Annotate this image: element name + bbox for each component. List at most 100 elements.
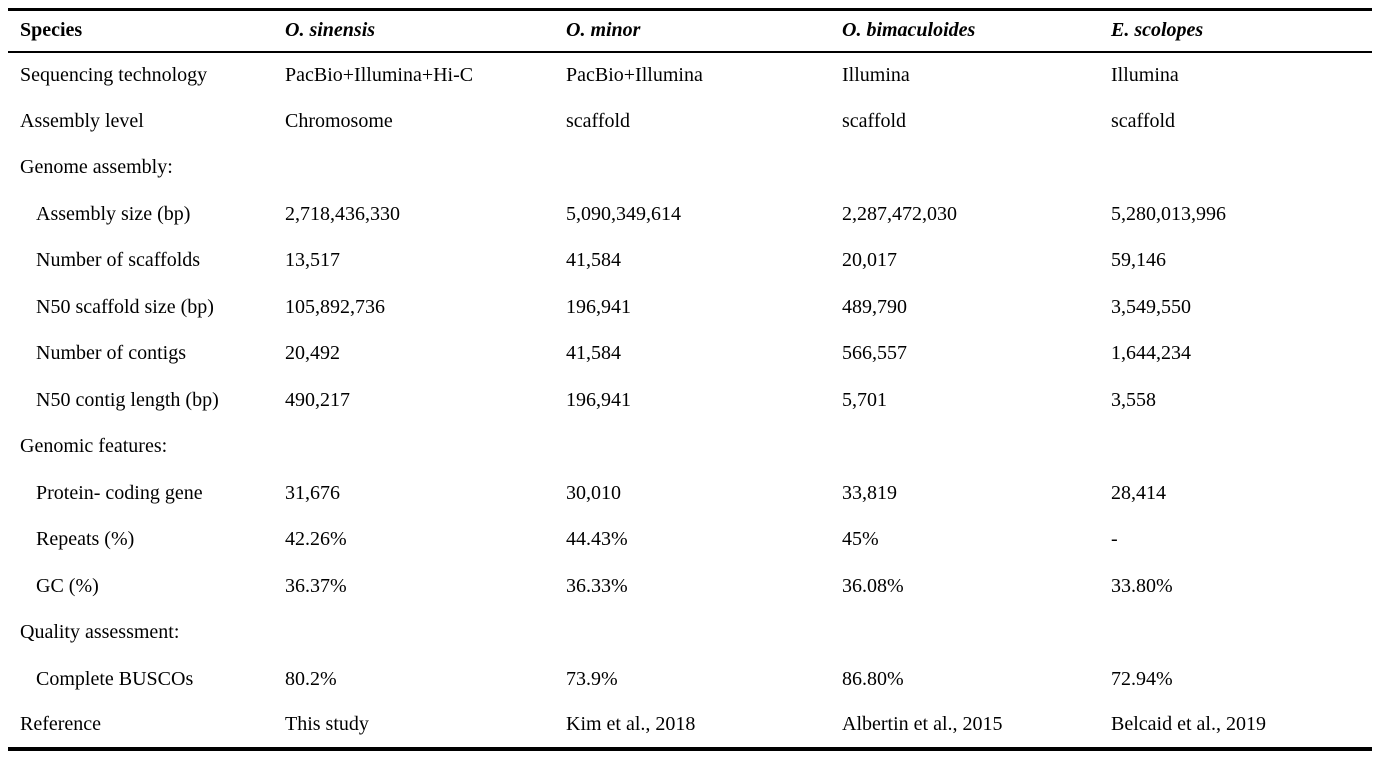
cell-value — [554, 424, 830, 471]
cell-value: 36.08% — [842, 574, 904, 597]
cell-value — [554, 145, 830, 192]
cell-value: 42.26% — [285, 528, 347, 551]
cell-value: This study — [285, 713, 369, 736]
table-row: Complete BUSCOs 80.2% 73.9% 86.80% 72.94% — [8, 656, 1372, 703]
cell-value: 45% — [842, 528, 879, 551]
cell-value — [273, 145, 554, 192]
row-label: N50 contig length (bp) — [36, 388, 219, 411]
cell-value: 13,517 — [285, 249, 340, 272]
table-row: N50 contig length (bp) 490,217 196,941 5,70… — [8, 377, 1372, 424]
cell-value: 36.37% — [285, 574, 347, 597]
section-label: Quality assessment: — [20, 621, 180, 644]
header-species: Species — [8, 9, 273, 53]
cell-value — [1099, 424, 1372, 471]
cell-value: 3,558 — [1111, 388, 1156, 411]
cell-value: PacBio+Illumina+Hi-C — [285, 63, 474, 86]
table-header-row: Species O. sinensis O. minor O. bimaculo… — [8, 9, 1372, 53]
table-row: Sequencing technology PacBio+Illumina+Hi-… — [8, 52, 1372, 99]
cell-value: 44.43% — [566, 528, 628, 551]
cell-value: 30,010 — [566, 481, 621, 504]
cell-value: 33.80% — [1111, 574, 1173, 597]
cell-value: scaffold — [566, 109, 631, 132]
table-row: Protein- coding gene 31,676 30,010 33,819 28… — [8, 470, 1372, 517]
cell-value — [273, 424, 554, 471]
table-row: Reference This study Kim et al., 2018 Alber… — [8, 703, 1372, 750]
cell-value: scaffold — [842, 109, 907, 132]
cell-value: 33,819 — [842, 481, 897, 504]
cell-value: 36.33% — [566, 574, 628, 597]
cell-value: - — [1111, 528, 1118, 551]
row-label: Sequencing technology — [20, 63, 208, 86]
row-label: Assembly level — [20, 109, 144, 132]
row-label: Assembly size (bp) — [36, 202, 191, 225]
cell-value: 5,701 — [842, 388, 887, 411]
cell-value: 196,941 — [566, 388, 631, 411]
cell-value: 566,557 — [842, 342, 907, 365]
cell-value: 86.80% — [842, 667, 904, 690]
cell-value — [830, 145, 1099, 192]
cell-value: scaffold — [1111, 109, 1176, 132]
row-label: Number of contigs — [36, 342, 186, 365]
cell-value: 31,676 — [285, 481, 340, 504]
cell-value: 490,217 — [285, 388, 350, 411]
cell-value: Kim et al., 2018 — [566, 713, 696, 736]
cell-value: Belcaid et al., 2019 — [1111, 713, 1266, 736]
cell-value: Illumina — [842, 63, 910, 86]
cell-value: 41,584 — [566, 249, 621, 272]
cell-value: 105,892,736 — [285, 295, 385, 318]
table-row: Number of contigs 20,492 41,584 566,557 1,64… — [8, 331, 1372, 378]
row-label: N50 scaffold size (bp) — [36, 295, 214, 318]
cell-value: 80.2% — [285, 667, 337, 690]
row-label: Number of scaffolds — [36, 249, 201, 272]
table-row: N50 scaffold size (bp) 105,892,736 196,941… — [8, 284, 1372, 331]
cell-value: 3,549,550 — [1111, 295, 1191, 318]
cell-value: 2,287,472,030 — [842, 202, 957, 225]
table-row: Repeats (%) 42.26% 44.43% 45% - — [8, 517, 1372, 564]
table-row: Assembly level Chromosome scaffold scaffold… — [8, 98, 1372, 145]
cell-value: 73.9% — [566, 667, 618, 690]
header-o-bimaculoides: O. bimaculoides — [830, 9, 1099, 53]
section-label: Genome assembly: — [20, 156, 173, 179]
header-o-sinensis: O. sinensis — [273, 9, 554, 53]
table-row: Assembly size (bp) 2,718,436,330 5,090,349… — [8, 191, 1372, 238]
section-row: Genomic features: — [8, 424, 1372, 471]
cell-value: 196,941 — [566, 295, 631, 318]
genome-assembly-comparison-table: Species O. sinensis O. minor O. bimaculo… — [8, 8, 1372, 751]
cell-value: 1,644,234 — [1111, 342, 1191, 365]
cell-value — [1099, 610, 1372, 657]
table-body: Sequencing technology PacBio+Illumina+Hi-… — [8, 52, 1372, 750]
header-e-scolopes: E. scolopes — [1099, 9, 1372, 53]
cell-value: 20,017 — [842, 249, 897, 272]
row-label: Reference — [20, 713, 102, 736]
cell-value: Illumina — [1111, 63, 1179, 86]
cell-value: 28,414 — [1111, 481, 1166, 504]
section-row: Quality assessment: — [8, 610, 1372, 657]
cell-value: PacBio+Illumina — [566, 63, 703, 86]
cell-value: 20,492 — [285, 342, 340, 365]
cell-value — [830, 424, 1099, 471]
cell-value — [273, 610, 554, 657]
cell-value: 489,790 — [842, 295, 907, 318]
table-row: Number of scaffolds 13,517 41,584 20,017 59,… — [8, 238, 1372, 285]
cell-value: 5,280,013,996 — [1111, 202, 1226, 225]
cell-value: 59,146 — [1111, 249, 1166, 272]
cell-value: 5,090,349,614 — [566, 202, 681, 225]
header-o-minor: O. minor — [554, 9, 830, 53]
cell-value — [554, 610, 830, 657]
row-label: Protein- coding gene — [36, 481, 203, 504]
table-row: GC (%) 36.37% 36.33% 36.08% 33.80% — [8, 563, 1372, 610]
cell-value: 72.94% — [1111, 667, 1173, 690]
row-label: GC (%) — [36, 574, 99, 597]
cell-value — [830, 610, 1099, 657]
cell-value: Albertin et al., 2015 — [842, 713, 1003, 736]
cell-value — [1099, 145, 1372, 192]
section-label: Genomic features: — [20, 435, 168, 458]
section-row: Genome assembly: — [8, 145, 1372, 192]
row-label: Repeats (%) — [36, 528, 135, 551]
cell-value: 2,718,436,330 — [285, 202, 400, 225]
cell-value: Chromosome — [285, 109, 393, 132]
table-header: Species O. sinensis O. minor O. bimaculo… — [8, 9, 1372, 53]
cell-value: 41,584 — [566, 342, 621, 365]
row-label: Complete BUSCOs — [36, 667, 194, 690]
